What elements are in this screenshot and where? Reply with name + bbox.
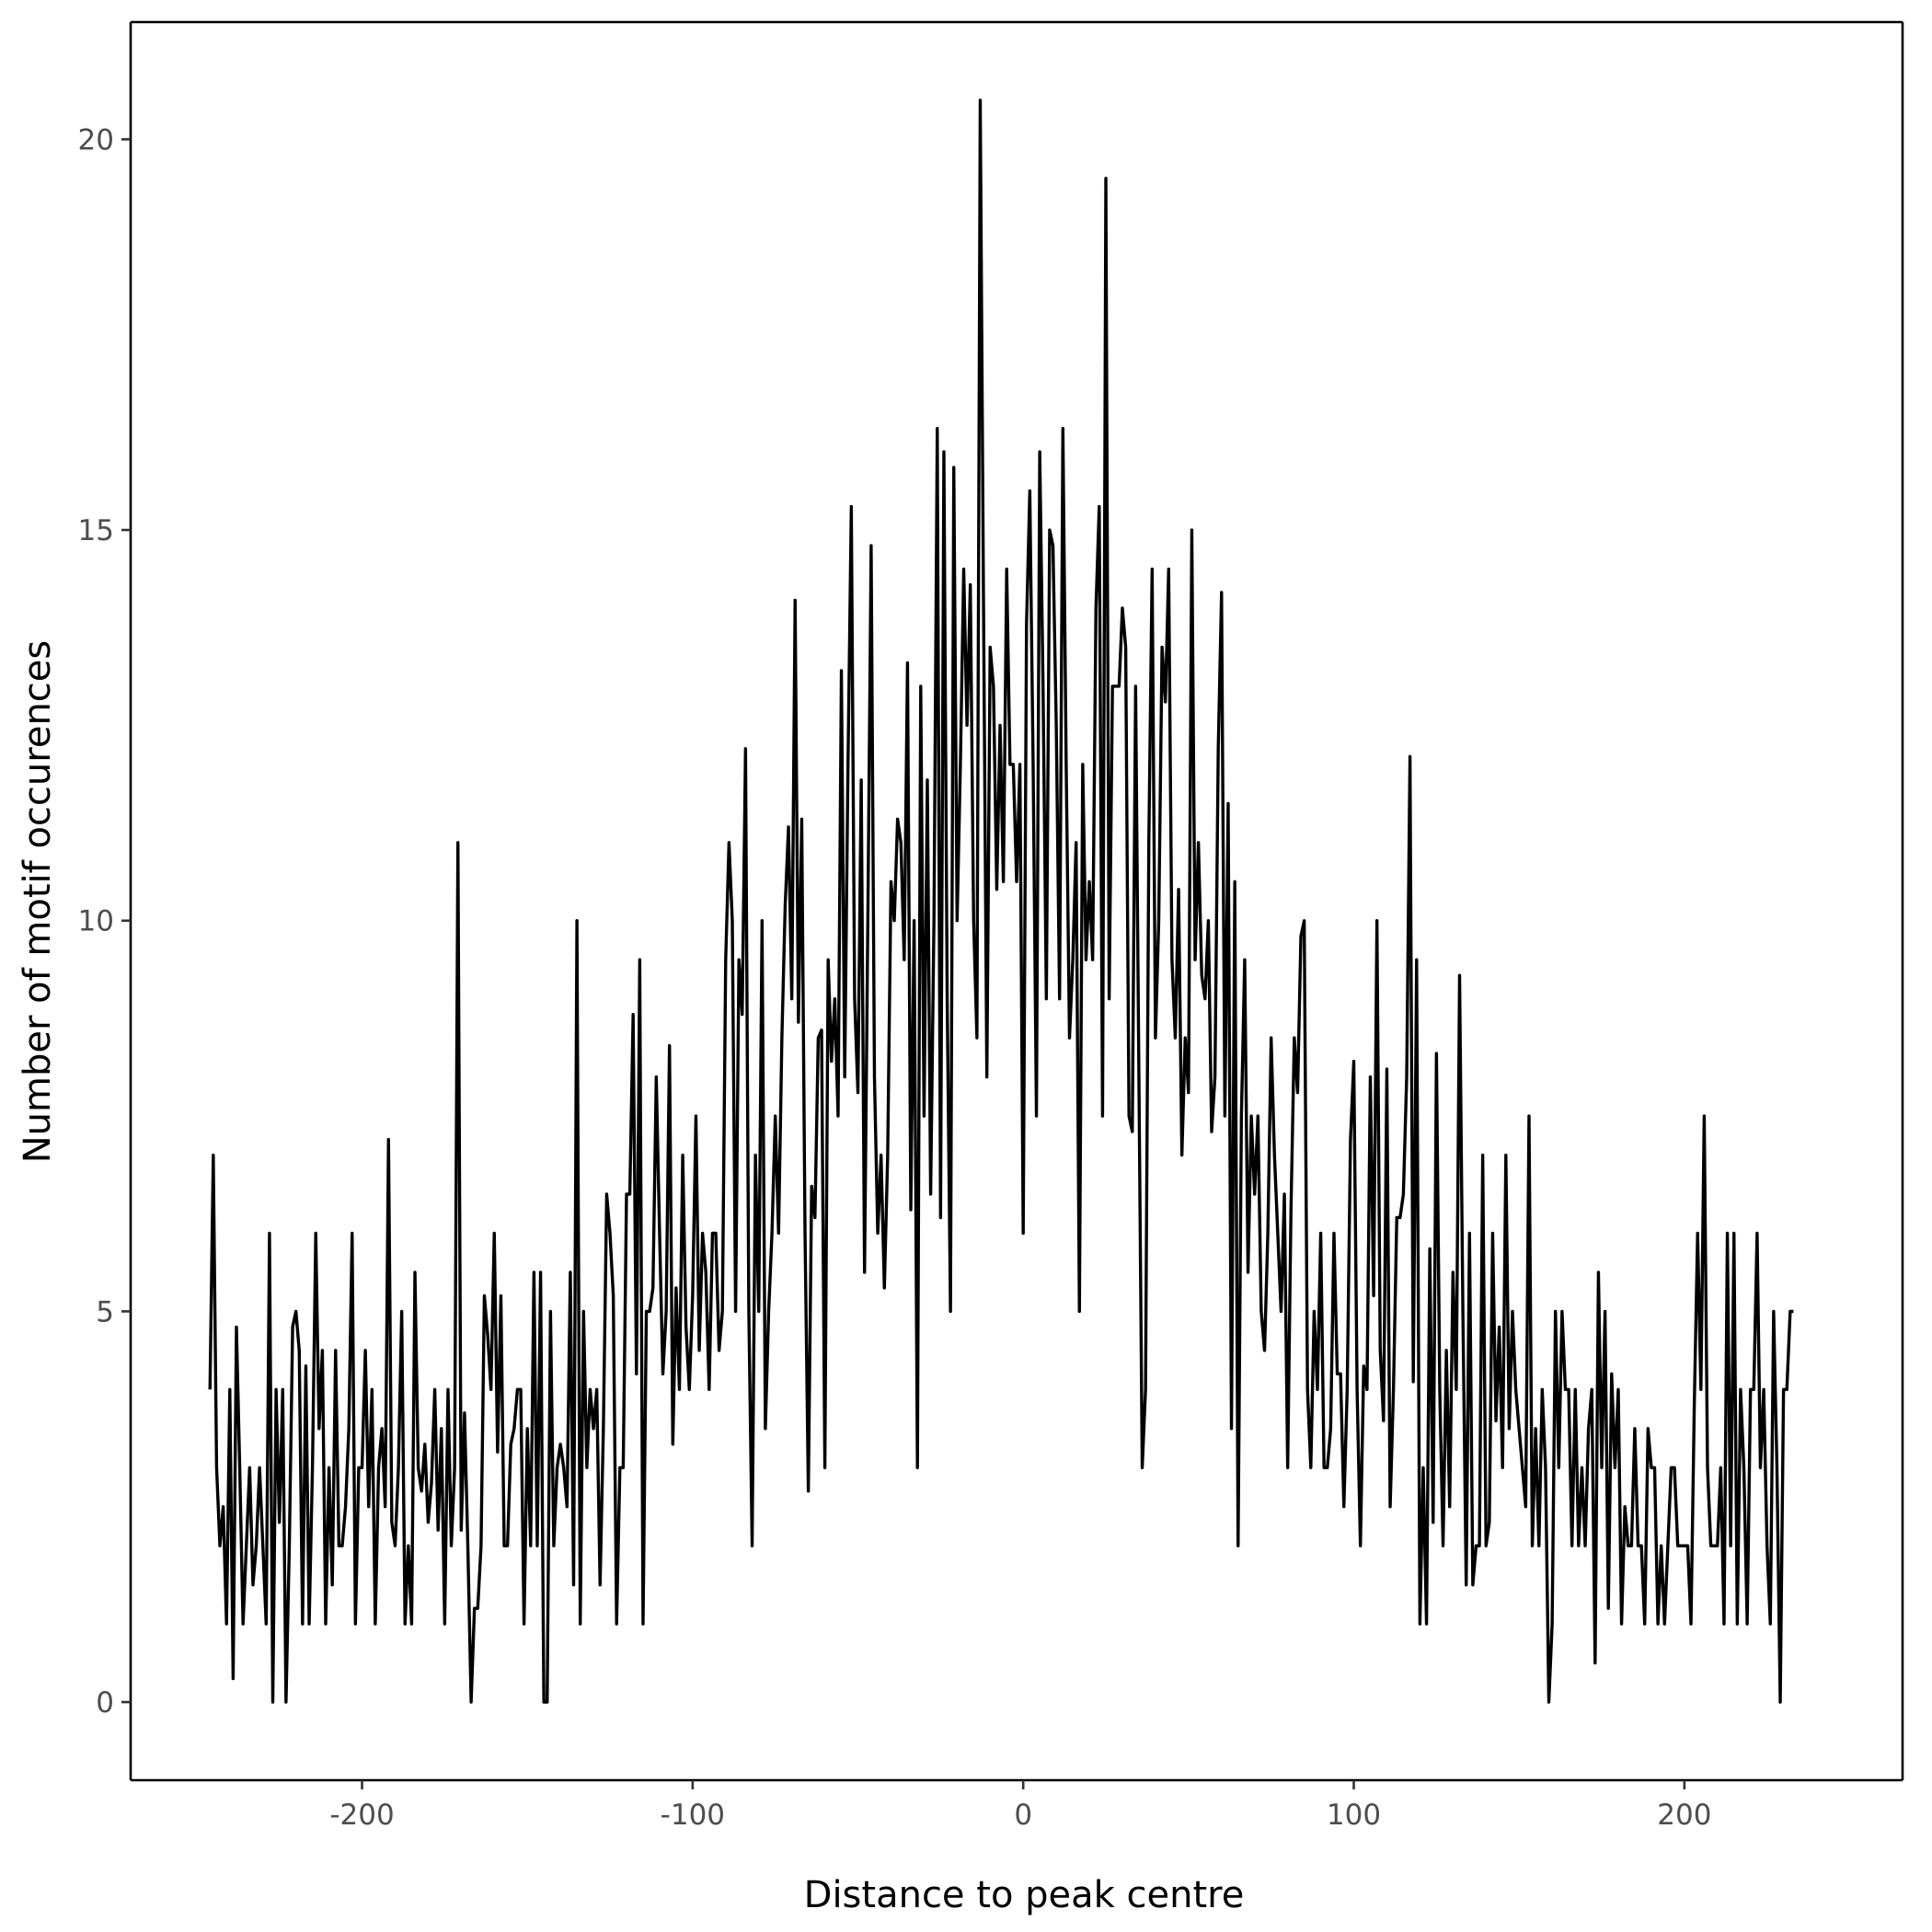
y-axis-ticks: 0 5 10 15 20 xyxy=(78,123,131,1719)
y-tick-label: 20 xyxy=(78,123,114,156)
x-tick-label: -100 xyxy=(661,1799,725,1832)
y-tick-label: 0 xyxy=(96,1686,114,1719)
x-tick-label: 0 xyxy=(1014,1799,1032,1832)
y-tick-label: 10 xyxy=(78,905,114,938)
y-tick-label: 5 xyxy=(96,1295,114,1328)
x-tick-label: 100 xyxy=(1327,1799,1381,1832)
series-line xyxy=(208,98,1794,1704)
y-axis-title: Number of motif occurences xyxy=(17,640,59,1163)
y-tick-label: 15 xyxy=(78,514,114,547)
x-tick-label: 200 xyxy=(1657,1799,1711,1832)
x-axis-ticks: -200 -100 0 100 200 xyxy=(329,1780,1711,1832)
x-axis-title: Distance to peak centre xyxy=(804,1874,1245,1916)
x-tick-label: -200 xyxy=(329,1799,394,1832)
